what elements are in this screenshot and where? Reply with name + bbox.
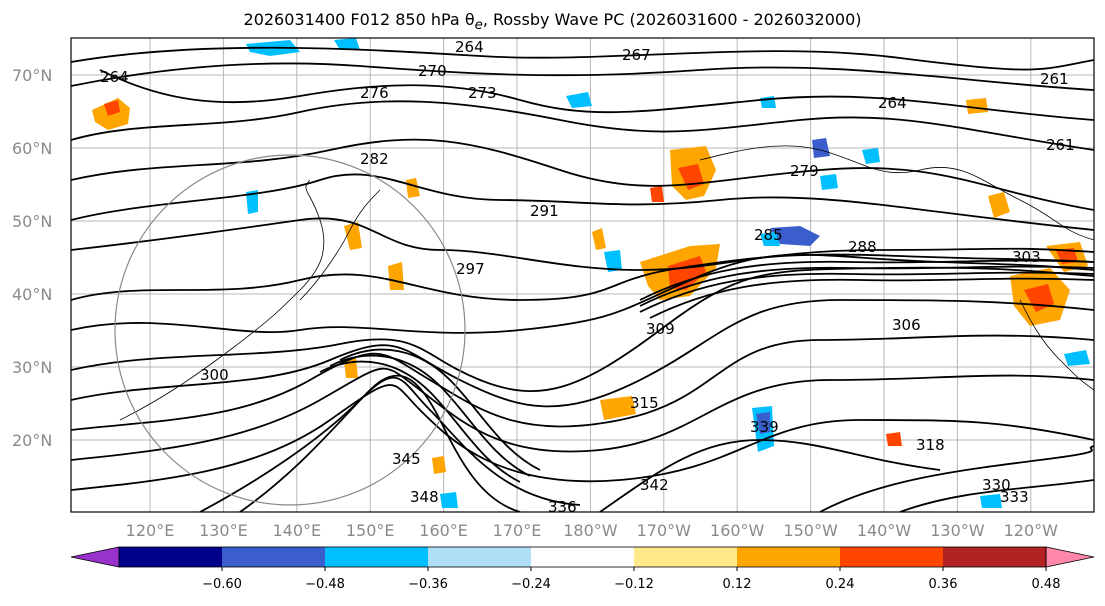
- contour-label: 306: [892, 316, 921, 334]
- lat-label: 40°N: [12, 285, 52, 304]
- lon-label: 140°E: [272, 521, 321, 540]
- contour-label: 318: [916, 436, 945, 454]
- colorbar-tick-label: 0.24: [826, 577, 855, 592]
- latitude-labels: 70°N 60°N 50°N 40°N 30°N 20°N: [12, 66, 52, 450]
- contour-label: 339: [750, 418, 779, 436]
- colorbar: −0.60 −0.48 −0.36 −0.24 −0.12 0.12 0.24 0.36 0.4…: [70, 546, 1095, 592]
- contour-label: 285: [754, 226, 783, 244]
- lon-label: 160°W: [710, 521, 765, 540]
- contour-label: 342: [640, 476, 669, 494]
- contour-label: 330: [982, 476, 1011, 494]
- colorbar-tick-label: 0.12: [723, 577, 752, 592]
- contour-labels: 264 267 270 273 276 264 261 264 261 282 …: [100, 38, 1075, 516]
- colorbar-tick-label: −0.12: [614, 577, 654, 592]
- contour-label: 297: [456, 260, 485, 278]
- contour-label: 264: [100, 68, 129, 86]
- contour-label: 273: [468, 84, 497, 102]
- contour-label: 267: [622, 46, 651, 64]
- contour-label: 291: [530, 202, 559, 220]
- lon-label: 150°W: [783, 521, 838, 540]
- colorbar-segment: [737, 547, 841, 567]
- lat-label: 50°N: [12, 212, 52, 231]
- contour-label: 300: [200, 366, 229, 384]
- lat-label: 70°N: [12, 66, 52, 85]
- contour-label: 261: [1040, 70, 1069, 88]
- lat-label: 60°N: [12, 139, 52, 158]
- lon-label: 160°E: [419, 521, 468, 540]
- contour-label: 309: [646, 320, 675, 338]
- contour-label: 270: [418, 62, 447, 80]
- coastlines: [119, 145, 1094, 421]
- colorbar-segment: [531, 547, 635, 567]
- great-circle-outline: [114, 154, 466, 506]
- colorbar-tick-label: −0.36: [408, 577, 448, 592]
- colorbar-frame: [118, 546, 1047, 568]
- contour-label: 303: [1012, 248, 1041, 266]
- contour-label: 264: [878, 94, 907, 112]
- contour-label: 279: [790, 162, 819, 180]
- contour-label: 282: [360, 150, 389, 168]
- colorbar-tick-label: −0.24: [511, 577, 551, 592]
- lon-label: 130°E: [199, 521, 248, 540]
- colorbar-segment: [943, 547, 1047, 567]
- colorbar-tick-label: 0.36: [929, 577, 958, 592]
- colorbar-segment: [840, 547, 944, 567]
- lon-label: 170°E: [493, 521, 542, 540]
- lon-label: 120°E: [126, 521, 175, 540]
- contour-label: 264: [455, 38, 484, 56]
- lat-label: 30°N: [12, 358, 52, 377]
- theta-e-contours: [71, 46, 1094, 512]
- colorbar-extend-high: [1045, 546, 1095, 568]
- colorbar-segment: [119, 547, 223, 567]
- lon-label: 180°W: [563, 521, 618, 540]
- lon-label: 140°W: [857, 521, 912, 540]
- lon-label: 150°E: [346, 521, 395, 540]
- colorbar-segment: [428, 547, 532, 567]
- lat-label: 20°N: [12, 431, 52, 450]
- contour-label: 261: [1046, 136, 1075, 154]
- colorbar-extend-low: [70, 546, 120, 568]
- contour-label: 348: [410, 488, 439, 506]
- colorbar-segment: [634, 547, 738, 567]
- colorbar-tick-label: −0.60: [202, 577, 242, 592]
- colorbar-segment: [325, 547, 429, 567]
- map-title: 2026031400 F012 850 hPa θe, Rossby Wave …: [243, 10, 862, 34]
- graticule: [71, 38, 1094, 512]
- colorbar-tick-label: −0.48: [305, 577, 345, 592]
- lon-label: 130°W: [930, 521, 985, 540]
- map-border: [70, 37, 1095, 513]
- colorbar-tick-label: 0.48: [1032, 577, 1061, 592]
- contour-label: 276: [360, 84, 389, 102]
- contour-label: 315: [630, 394, 659, 412]
- contour-label: 288: [848, 238, 877, 256]
- colorbar-segment: [222, 547, 326, 567]
- lon-label: 120°W: [1004, 521, 1059, 540]
- contour-label: 333: [1000, 488, 1029, 506]
- pc-shading: [92, 38, 1090, 508]
- contour-label: 345: [392, 450, 421, 468]
- contour-label: 336: [548, 498, 577, 516]
- longitude-labels: 120°E 130°E 140°E 150°E 160°E 170°E 180°W 170°W…: [126, 521, 1058, 540]
- lon-label: 170°W: [637, 521, 692, 540]
